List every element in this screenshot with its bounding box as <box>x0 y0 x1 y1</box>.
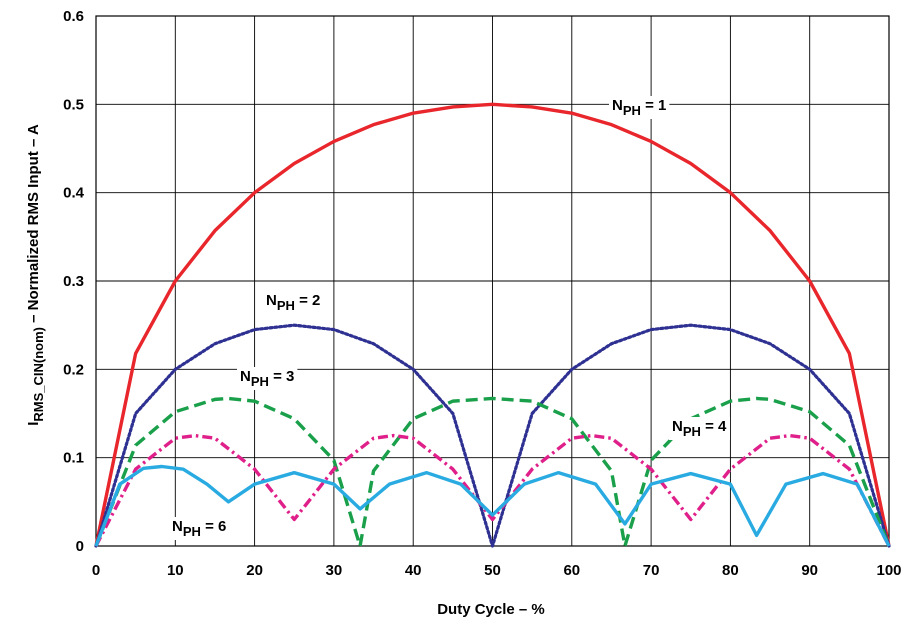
series-layer <box>94 102 891 548</box>
x-tick-label: 90 <box>801 562 818 579</box>
x-tick-label: 80 <box>722 562 739 579</box>
series-nph-1-line <box>94 102 891 547</box>
y-tick-label: 0.5 <box>63 96 84 113</box>
y-axis-title-base: I <box>25 422 42 426</box>
series-labels: NPH = 1 NPH = 2 NPH = 3 NPH = 4 NPH = 6 <box>169 96 731 540</box>
y-tick-label: 0.1 <box>63 450 84 467</box>
x-tick-label: 40 <box>405 562 422 579</box>
x-tick-label: 10 <box>167 562 184 579</box>
series-label-background <box>609 96 670 119</box>
series-label-nph-2: NPH = 2 <box>266 292 320 313</box>
series-nph-2-line <box>94 323 891 548</box>
x-tick-label: 0 <box>92 562 100 579</box>
series-label-background <box>263 291 324 314</box>
y-tick-label: 0.6 <box>63 8 84 25</box>
x-tick-label: 60 <box>563 562 580 579</box>
x-tick-label: 70 <box>643 562 660 579</box>
x-axis-title: Duty Cycle – % <box>437 601 545 618</box>
y-tick-label: 0.3 <box>63 273 84 290</box>
series-label-nph-1: NPH = 1 <box>612 97 666 118</box>
x-tick-label: 20 <box>246 562 263 579</box>
series-label-background <box>237 367 298 390</box>
y-axis-title: IRMS_CIN(nom) – Normalized RMS Input – A <box>25 124 46 426</box>
y-axis-title-sub: RMS_CIN(nom) <box>31 327 46 422</box>
x-tick-label: 100 <box>876 562 901 579</box>
x-tick-label: 30 <box>326 562 343 579</box>
grid <box>95 15 890 547</box>
series-label-nph-6: NPH = 6 <box>172 518 226 539</box>
series-nph-4-line <box>94 433 891 547</box>
y-axis-title-rest: – Normalized RMS Input – A <box>25 124 42 327</box>
series-nph-3-line <box>94 396 891 548</box>
y-tick-label: 0.2 <box>63 361 84 378</box>
series-label-nph-4: NPH = 4 <box>672 418 727 439</box>
series-label-background <box>169 517 230 540</box>
series-nph-6-line <box>94 464 891 547</box>
y-tick-label: 0.4 <box>63 185 85 202</box>
series-label-nph-3: NPH = 3 <box>240 368 294 389</box>
series-label-background <box>669 417 731 440</box>
y-axis-ticks: 0 0.1 0.2 0.3 0.4 0.5 0.6 <box>63 8 85 555</box>
x-tick-label: 50 <box>484 562 501 579</box>
x-axis-ticks: 0 10 20 30 40 50 60 70 80 90 100 <box>92 562 902 579</box>
y-tick-label: 0 <box>76 538 84 555</box>
